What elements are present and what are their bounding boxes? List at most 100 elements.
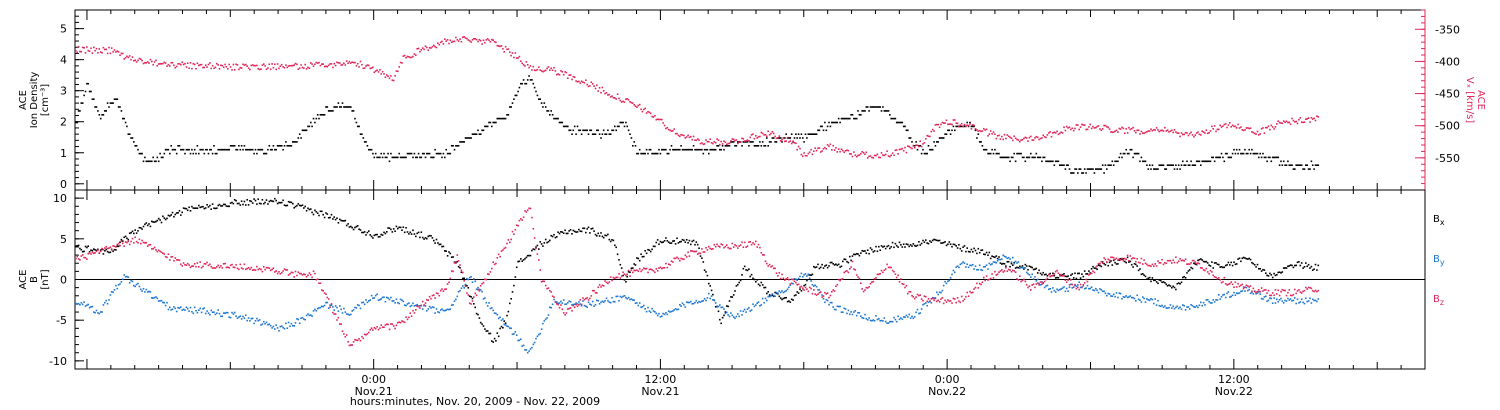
bottom-point <box>1248 257 1250 260</box>
top-point <box>502 48 504 50</box>
bottom-point <box>496 257 499 259</box>
top-point <box>694 148 696 151</box>
bottom-point <box>598 303 601 305</box>
top-point <box>504 117 507 120</box>
top-point <box>1158 164 1161 166</box>
top-point <box>1180 132 1183 134</box>
top-point <box>80 102 83 104</box>
bottom-point <box>768 295 771 298</box>
bottom-point <box>446 283 449 285</box>
bottom-point <box>963 298 966 301</box>
top-point <box>672 148 674 151</box>
bottom-point <box>1143 297 1145 300</box>
top-point <box>1035 135 1038 138</box>
bottom-point <box>734 317 736 320</box>
top-point <box>1140 130 1143 133</box>
bottom-point <box>959 301 962 304</box>
top-point <box>232 145 235 147</box>
bottom-point <box>880 245 883 247</box>
bottom-point <box>455 298 457 301</box>
bottom-point <box>462 285 464 287</box>
top-point <box>709 148 711 151</box>
bottom-point <box>1046 284 1049 287</box>
bottom-point <box>84 256 87 259</box>
top-point <box>788 137 790 139</box>
bottom-point <box>359 339 362 342</box>
bottom-point <box>528 207 530 210</box>
bottom-point <box>185 264 188 266</box>
bottom-point <box>1106 294 1108 297</box>
bottom-point <box>1043 273 1046 276</box>
bottom-point <box>164 304 167 307</box>
bottom-point <box>985 264 988 266</box>
top-point <box>1038 156 1040 159</box>
bottom-point <box>842 260 844 263</box>
top-y2-label-line: ACE <box>1475 90 1486 110</box>
top-point <box>1202 131 1205 133</box>
bottom-point <box>449 252 452 255</box>
bottom-point <box>817 263 819 266</box>
bottom-point <box>958 266 960 269</box>
top-point <box>427 49 429 51</box>
bottom-point <box>1164 281 1166 284</box>
top-point <box>264 152 266 155</box>
bottom-point <box>895 244 898 247</box>
bottom-point <box>233 199 236 201</box>
top-point <box>192 63 195 65</box>
bottom-point <box>1277 300 1279 303</box>
bottom-point <box>694 301 696 304</box>
top-point <box>97 52 99 54</box>
bottom-point <box>318 214 320 217</box>
top-point <box>795 142 797 145</box>
bottom-point <box>766 262 768 265</box>
bottom-point <box>240 267 243 269</box>
bottom-point <box>637 270 640 272</box>
bottom-point <box>920 298 923 300</box>
bottom-point <box>955 301 957 304</box>
top-point <box>847 117 850 120</box>
bottom-point <box>232 313 235 315</box>
bottom-point <box>934 297 937 300</box>
top-point <box>528 75 530 77</box>
bottom-point <box>887 244 890 247</box>
bottom-point <box>1130 296 1133 299</box>
top-point <box>134 59 136 62</box>
bottom-point <box>1121 257 1123 260</box>
top-point <box>236 64 239 66</box>
top-point <box>814 147 816 149</box>
top-point <box>1115 129 1118 132</box>
bottom-point <box>1252 262 1255 265</box>
bottom-point <box>1099 262 1101 265</box>
top-point <box>341 102 344 104</box>
top-point <box>275 148 277 151</box>
bottom-point <box>568 300 570 302</box>
bottom-point <box>242 268 244 270</box>
bottom-point <box>162 252 164 254</box>
bottom-point <box>1070 279 1072 281</box>
top-point <box>1013 135 1015 137</box>
bottom-point <box>398 321 400 323</box>
bottom-point <box>438 294 441 297</box>
bottom-point <box>967 250 970 253</box>
bottom-point <box>969 290 971 293</box>
top-point <box>1150 128 1152 130</box>
bottom-point <box>649 268 652 270</box>
bottom-point <box>76 303 78 305</box>
bottom-point <box>1280 297 1282 300</box>
bottom-point <box>1139 262 1141 264</box>
bottom-point <box>310 273 312 276</box>
bottom-point <box>228 316 230 318</box>
top-y-tick-label: 0 <box>60 178 67 191</box>
bottom-point <box>905 314 908 317</box>
top-point <box>347 62 349 65</box>
top-point <box>1009 160 1011 163</box>
bottom-point <box>308 272 311 274</box>
bottom-point <box>900 244 902 246</box>
top-point <box>507 114 510 116</box>
bottom-point <box>1060 288 1062 290</box>
bottom-point <box>460 287 463 289</box>
bottom-point <box>948 300 951 302</box>
top-point <box>761 141 764 143</box>
bottom-point <box>543 242 546 244</box>
bottom-point <box>113 248 116 251</box>
